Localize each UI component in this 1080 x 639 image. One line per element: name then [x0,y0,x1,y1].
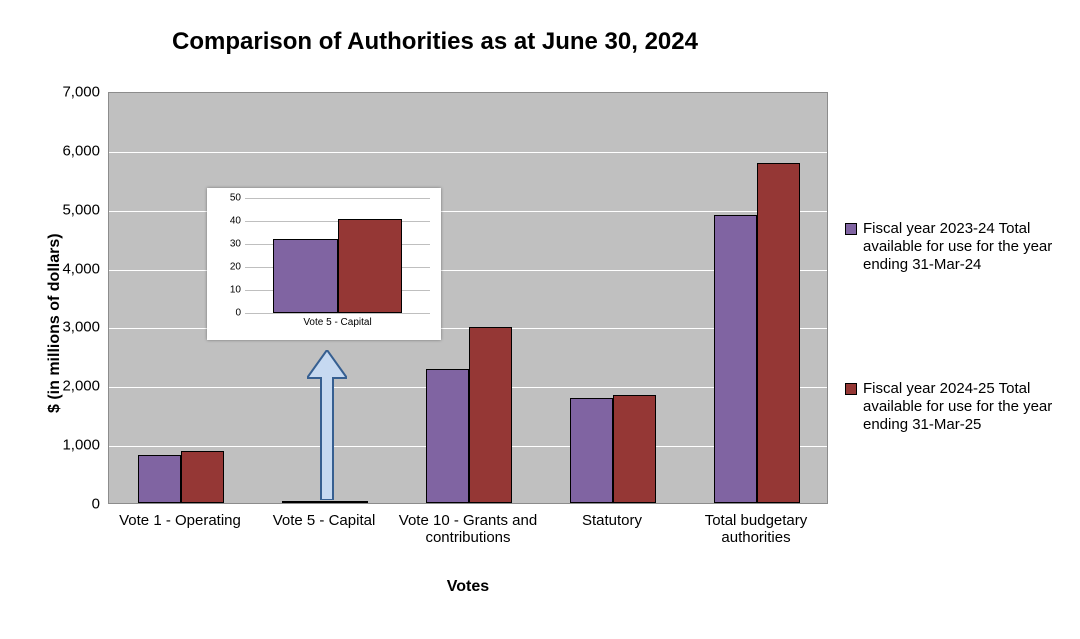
inset-bar [273,239,338,313]
bar [282,501,325,503]
bar [469,327,512,503]
y-tick-label: 5,000 [0,201,100,218]
y-tick-label: 0 [0,496,100,513]
gridline [109,152,827,153]
y-tick-label: 7,000 [0,84,100,101]
inset-y-tick-label: 30 [207,239,241,250]
x-tick-label: Vote 1 - Operating [108,512,252,529]
inset-y-tick-label: 10 [207,285,241,296]
y-tick-label: 4,000 [0,260,100,277]
legend-swatch [845,383,857,395]
x-tick-label: Total budgetary authorities [684,512,828,547]
inset-bar [338,219,403,313]
callout-arrow-icon [307,350,347,500]
bar [613,395,656,503]
bar [181,451,224,503]
y-tick-label: 2,000 [0,378,100,395]
chart-title: Comparison of Authorities as at June 30,… [0,28,870,56]
inset-chart: 0 10 20 30 40 50 Vote 5 - Capital [207,188,441,340]
inset-y-tick-label: 20 [207,262,241,273]
y-tick-label: 1,000 [0,437,100,454]
bar [138,455,181,503]
bar [426,369,469,503]
x-tick-label: Vote 10 - Grants and contributions [396,512,540,547]
inset-y-tick-label: 0 [207,308,241,319]
x-tick-label: Statutory [540,512,684,529]
inset-x-tick-label: Vote 5 - Capital [245,317,430,328]
y-tick-label: 3,000 [0,319,100,336]
inset-y-tick-label: 50 [207,193,241,204]
bar [570,398,613,503]
legend-label: Fiscal year 2024-25 Total available for … [863,380,1073,434]
inset-gridline [245,313,430,314]
bar [757,163,800,503]
inset-plot-area [245,198,430,313]
legend-swatch [845,223,857,235]
inset-gridline [245,198,430,199]
inset-y-tick-label: 40 [207,216,241,227]
bar [325,501,368,503]
y-tick-label: 6,000 [0,142,100,159]
x-axis-label: Votes [108,578,828,596]
legend-label: Fiscal year 2023-24 Total available for … [863,220,1073,274]
x-tick-label: Vote 5 - Capital [252,512,396,529]
bar [714,215,757,503]
